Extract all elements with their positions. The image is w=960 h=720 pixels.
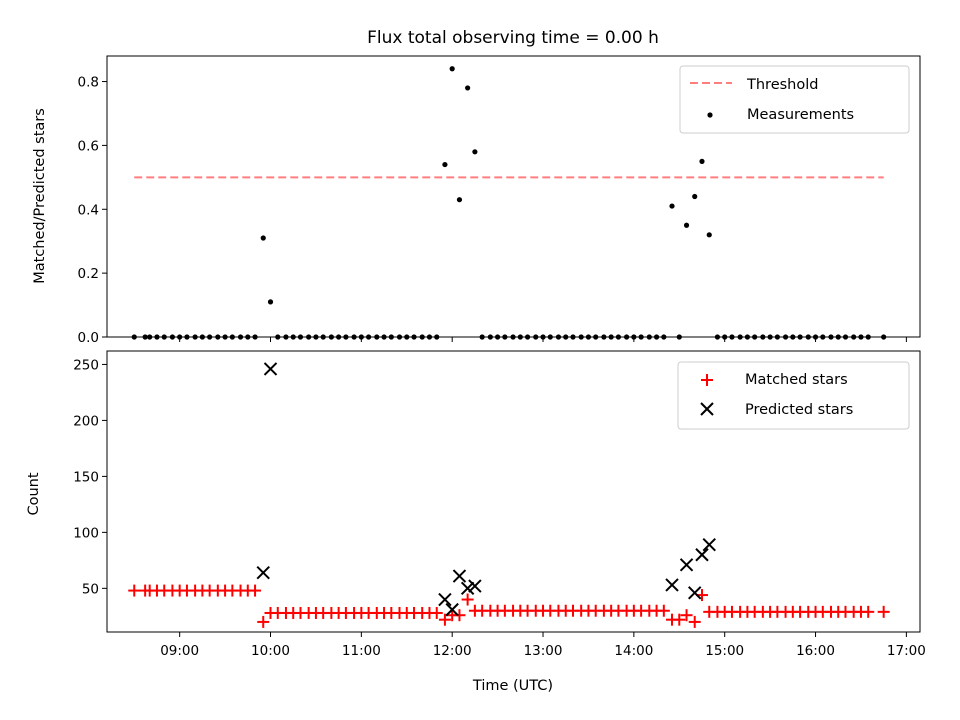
bottom-x-axis: 09:00 10:00 11:00 12:00 13:00 14:00 15:00 16:00…: [160, 632, 926, 659]
data-point: [472, 149, 478, 155]
data-point: [465, 85, 471, 91]
top-legend: Threshold Measurements: [679, 65, 910, 134]
x-tick-label: 11:00: [342, 643, 381, 659]
series-matched-stars: [128, 584, 890, 628]
bottom-axes-frame: [106, 350, 921, 633]
data-point: [706, 232, 712, 238]
top-panel: Flux total observing time = 0.00 h 0.00.…: [32, 28, 921, 346]
predicted-point: [702, 537, 716, 552]
predicted-point: [263, 362, 278, 376]
matched-point: [673, 613, 686, 626]
matched-point: [249, 584, 262, 597]
data-point: [456, 197, 463, 203]
matched-point: [877, 605, 890, 618]
matched-point: [461, 593, 474, 606]
bottom-y-axis: 50 100 150 200 250: [73, 357, 107, 597]
y-tick-label: 0.2: [78, 266, 99, 282]
y-tick-label: 50: [82, 581, 99, 597]
data-point: [683, 222, 690, 228]
bottom-legend-box: [677, 361, 910, 430]
x-tick-label: 10:00: [251, 643, 290, 659]
bottom-x-axis-label: Time (UTC): [472, 678, 553, 694]
data-point: [442, 161, 448, 168]
predicted-point: [679, 558, 694, 572]
top-y-axis-label: Matched/Predicted stars: [32, 108, 48, 284]
matched-point: [862, 605, 875, 618]
x-tick-label: 09:00: [160, 643, 199, 659]
chart-title: Flux total observing time = 0.00 h: [367, 28, 659, 48]
matched-point: [257, 615, 270, 628]
matched-point: [430, 606, 443, 619]
top-legend-box: [679, 65, 910, 134]
data-point: [692, 193, 698, 200]
series-predicted-stars: [256, 362, 716, 617]
y-tick-label: 100: [73, 525, 99, 541]
y-tick-label: 250: [73, 357, 99, 373]
data-point: [449, 66, 455, 72]
predicted-point: [695, 548, 709, 562]
predicted-point: [445, 602, 459, 617]
bottom-legend: Matched stars Predicted stars: [677, 361, 910, 430]
matched-point: [688, 615, 701, 628]
x-tick-label: 14:00: [614, 643, 653, 659]
legend-measurements-swatch: [707, 112, 713, 118]
predicted-point: [438, 592, 452, 607]
legend-measurements-label: Measurements: [747, 107, 854, 123]
predicted-point: [452, 569, 467, 583]
y-tick-label: 0.0: [78, 330, 99, 346]
legend-threshold-label: Threshold: [746, 77, 818, 93]
matched-point: [453, 609, 466, 622]
matched-point: [657, 604, 670, 617]
data-point: [699, 158, 705, 164]
predicted-point: [256, 565, 270, 580]
top-axes-frame: [106, 55, 921, 338]
predicted-point: [468, 579, 482, 593]
x-tick-label: 17:00: [887, 643, 926, 659]
y-tick-label: 0.4: [78, 202, 99, 218]
legend-matched-swatch: [701, 374, 713, 386]
legend-predicted-label: Predicted stars: [745, 402, 853, 418]
y-tick-label: 0.8: [78, 75, 99, 91]
legend-predicted-swatch: [700, 402, 714, 416]
bottom-plot-area: [128, 362, 890, 628]
data-point: [260, 235, 266, 241]
x-tick-label: 13:00: [524, 643, 563, 659]
bottom-panel: 50 100 150 200 250 09:00 10:00 11:00 12:00 13:00…: [26, 350, 926, 694]
matched-point: [438, 613, 451, 626]
y-tick-label: 0.6: [78, 138, 99, 154]
matched-point: [680, 609, 693, 622]
matched-point: [128, 584, 141, 597]
bottom-y-axis-label: Count: [26, 472, 42, 515]
x-tick-label: 12:00: [433, 643, 472, 659]
data-point: [669, 203, 675, 209]
legend-matched-label: Matched stars: [745, 372, 848, 388]
x-tick-label: 16:00: [796, 643, 835, 659]
y-tick-label: 150: [73, 469, 99, 485]
top-y-axis: 0.0 0.2 0.4 0.6 0.8: [78, 75, 107, 346]
y-tick-label: 200: [73, 413, 99, 429]
x-tick-label: 15:00: [705, 643, 744, 659]
predicted-point: [688, 586, 702, 600]
predicted-point: [665, 578, 679, 592]
data-point: [267, 299, 274, 305]
predicted-point: [460, 581, 475, 596]
